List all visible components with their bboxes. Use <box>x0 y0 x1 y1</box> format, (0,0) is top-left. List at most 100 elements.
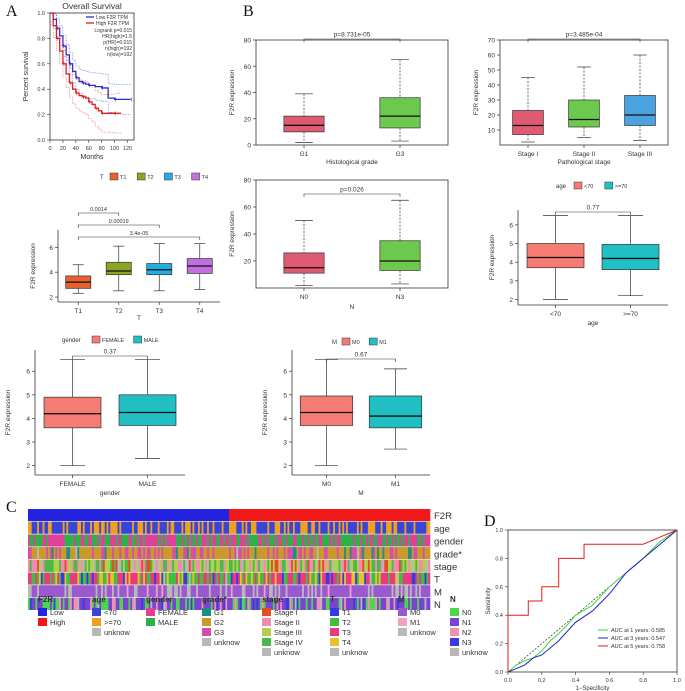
heatmap-legend-label: N2 <box>462 628 472 637</box>
heatmap-cell <box>263 572 266 585</box>
heatmap-cell <box>419 585 422 598</box>
heatmap-cell <box>93 547 102 560</box>
heatmap-cell <box>342 597 345 610</box>
heatmap-cell <box>150 559 153 572</box>
heatmap-legend-swatch <box>202 618 211 626</box>
heatmap-cell <box>106 572 109 585</box>
heatmap-cell <box>179 572 182 585</box>
heatmap-cell <box>382 534 387 547</box>
heatmap-cell <box>112 559 115 572</box>
heatmap-cell <box>155 559 159 572</box>
heatmap-cell <box>309 547 314 560</box>
legend-swatch <box>573 181 583 190</box>
heatmap-cell <box>298 572 301 585</box>
comparison-bracket <box>77 236 201 240</box>
heatmap-legend-swatch <box>202 628 211 636</box>
heatmap-cell <box>420 534 423 547</box>
heatmap-cell <box>91 534 98 547</box>
heatmap-cell <box>356 572 360 585</box>
heatmap-cell <box>225 597 228 610</box>
y-axis-title: Sensitivity <box>486 587 492 614</box>
legend-label: M1 <box>379 340 387 346</box>
heatmap-cell <box>44 521 49 534</box>
comparison-p-label: 0.0014 <box>90 207 107 213</box>
heatmap-cell <box>245 572 248 585</box>
heatmap-cell <box>349 585 352 598</box>
x-tick-label: M1 <box>391 481 400 488</box>
y-tick-label: 3 <box>26 439 30 446</box>
heatmap-cell <box>419 572 422 585</box>
heatmap-cell <box>272 547 275 560</box>
heatmap-cell <box>137 585 148 598</box>
heatmap-cell <box>267 547 270 560</box>
heatmap-cell <box>324 559 327 572</box>
heatmap-cell <box>265 585 270 598</box>
heatmap-cell <box>336 534 341 547</box>
heatmap-cell <box>221 585 226 598</box>
stat-text: Logrank p=0.015 <box>94 28 132 34</box>
heatmap-cell <box>373 547 376 560</box>
heatmap-cell <box>219 559 224 572</box>
heatmap-cell <box>132 547 135 560</box>
heatmap-cell <box>216 534 221 547</box>
heatmap-cell <box>179 597 186 610</box>
heatmap-cell <box>177 572 180 585</box>
heatmap-cell <box>77 597 80 610</box>
heatmap-cell <box>203 559 206 572</box>
heatmap-cell <box>95 597 98 610</box>
stat-text: n(low)=192 <box>107 52 132 58</box>
heatmap-cell <box>261 597 265 610</box>
p-value-label: 0.77 <box>587 205 600 212</box>
heatmap-cell <box>183 521 186 534</box>
heatmap-cell <box>77 547 80 560</box>
heatmap-cell <box>358 597 361 610</box>
heatmap-cell <box>340 597 343 610</box>
heatmap-cell <box>344 521 347 534</box>
heatmap-cell <box>285 521 288 534</box>
heatmap-cell <box>395 547 398 560</box>
heatmap-cell <box>387 572 391 585</box>
heatmap-cell <box>199 559 202 572</box>
heatmap-cell <box>256 597 259 610</box>
heatmap-cell <box>386 521 392 534</box>
heatmap-cell <box>75 534 82 547</box>
heatmap-cell <box>112 585 115 598</box>
heatmap-cell <box>305 597 308 610</box>
heatmap-cell <box>387 597 391 610</box>
heatmap-cell <box>157 547 160 560</box>
heatmap-cell <box>261 534 265 547</box>
comparison-p-label: 3.4e-05 <box>130 231 149 237</box>
heatmap-cell <box>99 559 102 572</box>
heatmap-cell <box>411 597 418 610</box>
heatmap-cell <box>110 534 117 547</box>
heatmap-cell <box>402 534 405 547</box>
significance-bracket <box>303 38 401 42</box>
heatmap-cell <box>331 559 334 572</box>
heatmap-cell <box>64 572 67 585</box>
heatmap-cell <box>243 559 246 572</box>
heatmap-cell <box>80 521 84 534</box>
heatmap-cell <box>97 534 100 547</box>
legend-swatch <box>368 337 378 346</box>
boxplot-pathological-stage: 10 20 30 40 50 60 70 Stage I Stage II Stage III Pa… <box>473 32 669 166</box>
heatmap-cell <box>79 572 82 585</box>
p-value-label: p=8.731e-05 <box>334 32 371 39</box>
heatmap-cell <box>391 559 394 572</box>
heatmap-cell <box>325 597 330 610</box>
heatmap-legend-label: MALE <box>158 618 178 627</box>
heatmap-cell <box>101 585 104 598</box>
heatmap-cell <box>281 597 286 610</box>
heatmap-cell <box>292 521 296 534</box>
heatmap-legend-label: unknow <box>274 648 300 657</box>
heatmap-cell <box>101 597 109 610</box>
heatmap-cell <box>101 534 106 547</box>
box-N3 <box>379 240 421 271</box>
heatmap-cell <box>336 572 339 585</box>
heatmap-cell <box>422 547 425 560</box>
heatmap-cell <box>378 572 381 585</box>
heatmap-cell <box>37 585 40 598</box>
heatmap-cell <box>59 559 62 572</box>
heatmap-cell <box>59 547 62 560</box>
heatmap-cell <box>190 559 193 572</box>
